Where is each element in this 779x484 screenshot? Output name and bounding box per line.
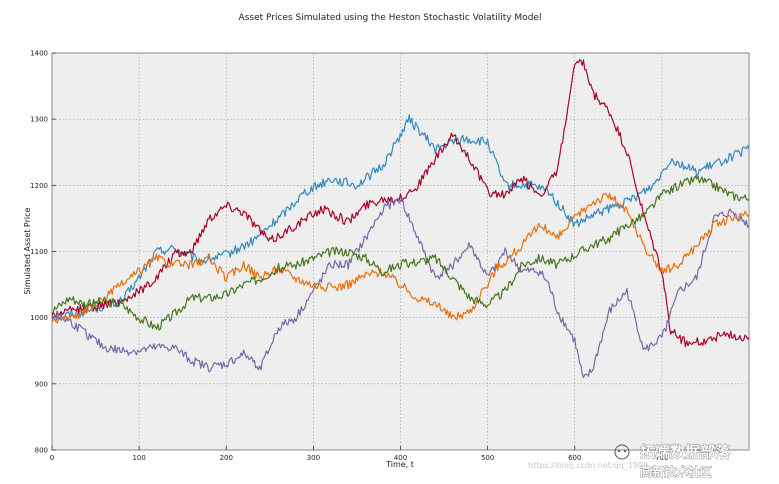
y-tick-label: 1300 — [30, 116, 48, 124]
wechat-icon-eye-left — [617, 449, 621, 453]
x-tick-label: 300 — [307, 454, 320, 462]
watermark: https://blog.csdn.net/qq_1999... 拓端数据部落 … — [528, 443, 731, 480]
y-tick-label: 900 — [35, 380, 48, 388]
series-line-green — [51, 175, 750, 331]
x-axis-ticks: 0 100 200 300 400 500 600 700 — [50, 446, 669, 462]
x-tick-label: 400 — [394, 454, 407, 462]
chart-title: Asset Prices Simulated using the Heston … — [239, 13, 542, 23]
y-axis-label: Simulated Asset Price — [23, 207, 32, 294]
series-line-orange — [51, 192, 750, 324]
x-tick-label: 200 — [220, 454, 233, 462]
x-tick-label: 700 — [655, 454, 668, 462]
y-tick-label: 1200 — [30, 182, 48, 190]
wechat-icon-eye-right — [623, 449, 627, 453]
y-tick-label: 1400 — [30, 50, 48, 58]
series-line-red — [51, 59, 750, 348]
y-axis-ticks: 800 900 1000 1100 1200 1300 1400 — [30, 50, 56, 455]
grid-lines — [52, 53, 749, 450]
watermark-chinese-subtitle: 高新技术社区 — [640, 464, 712, 479]
series-line-purple — [51, 197, 750, 379]
y-tick-label: 1100 — [30, 248, 48, 256]
series-line-blue — [51, 114, 750, 322]
x-tick-label: 500 — [481, 454, 494, 462]
watermark-url: https://blog.csdn.net/qq_1999... — [528, 461, 656, 470]
y-tick-label: 1000 — [30, 314, 48, 322]
y-tick-label: 800 — [35, 447, 48, 455]
x-tick-label: 0 — [50, 454, 54, 462]
x-axis-label: Time, t — [385, 460, 414, 469]
x-tick-label: 100 — [132, 454, 145, 462]
wechat-icon — [614, 444, 630, 460]
watermark-chinese-title: 拓端数据部落 — [640, 443, 731, 461]
x-tick-label: 600 — [568, 454, 581, 462]
series-lines — [51, 59, 750, 379]
